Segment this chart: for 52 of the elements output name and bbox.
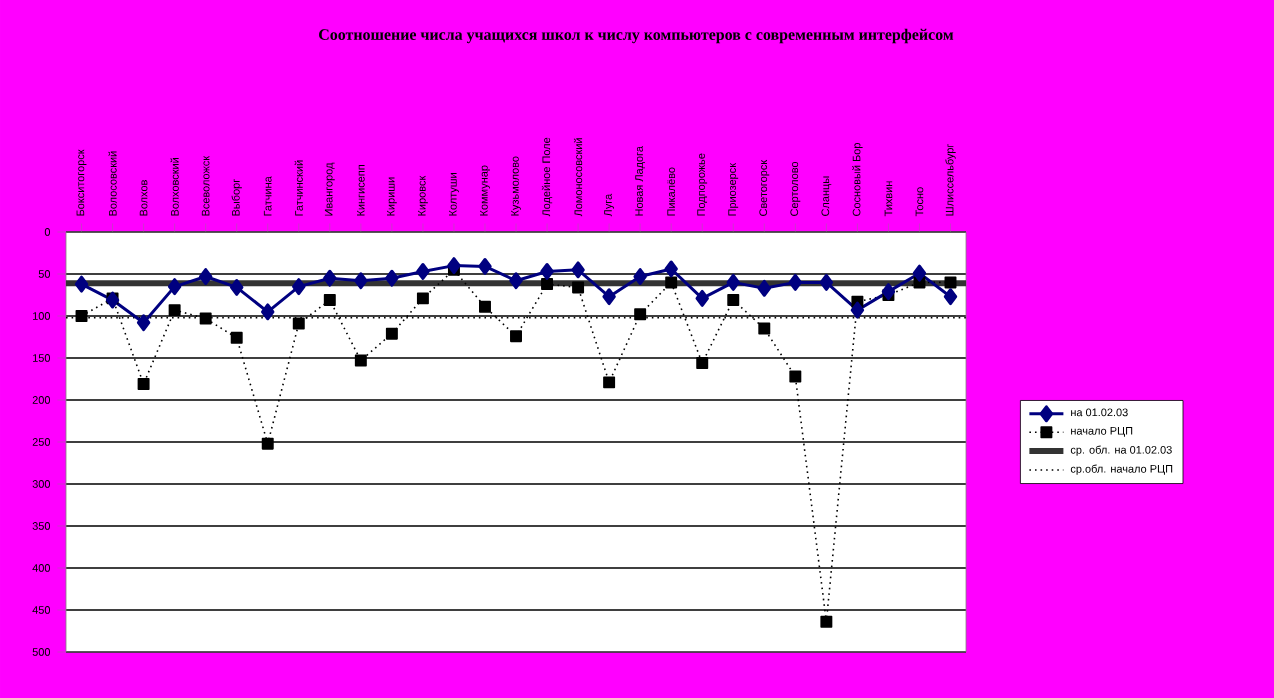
point [168, 304, 181, 317]
point [789, 370, 802, 383]
point [509, 272, 523, 290]
point [819, 273, 834, 291]
point [416, 263, 430, 280]
point [229, 278, 244, 296]
point [230, 331, 243, 344]
point [479, 300, 491, 313]
point [447, 257, 461, 275]
point [510, 330, 522, 343]
point [727, 294, 740, 307]
point [354, 354, 367, 367]
point [633, 268, 647, 285]
point [695, 289, 709, 307]
point [571, 261, 585, 279]
point [136, 314, 151, 332]
point [540, 263, 554, 280]
point [261, 303, 275, 321]
point [758, 322, 771, 335]
point [881, 283, 896, 301]
point [137, 378, 150, 391]
point [696, 357, 709, 370]
point [820, 615, 833, 628]
point [664, 260, 678, 278]
point [572, 281, 585, 294]
point [323, 269, 337, 287]
point [323, 294, 336, 307]
point [385, 269, 399, 287]
point [944, 276, 957, 289]
point [602, 288, 616, 306]
point [634, 308, 647, 321]
point [167, 278, 182, 296]
point [665, 276, 678, 289]
point [385, 327, 398, 340]
point [74, 275, 89, 293]
point [757, 279, 772, 297]
point [478, 257, 492, 275]
point [198, 268, 213, 285]
point [416, 292, 429, 305]
point [788, 273, 803, 291]
point [75, 310, 88, 322]
point [354, 272, 368, 290]
point [261, 437, 274, 450]
point [726, 273, 740, 291]
point [943, 288, 958, 306]
point [541, 278, 554, 291]
point [292, 317, 305, 330]
point [292, 278, 306, 296]
point [912, 264, 927, 282]
point [603, 376, 616, 389]
point [199, 312, 212, 325]
point [850, 301, 865, 319]
